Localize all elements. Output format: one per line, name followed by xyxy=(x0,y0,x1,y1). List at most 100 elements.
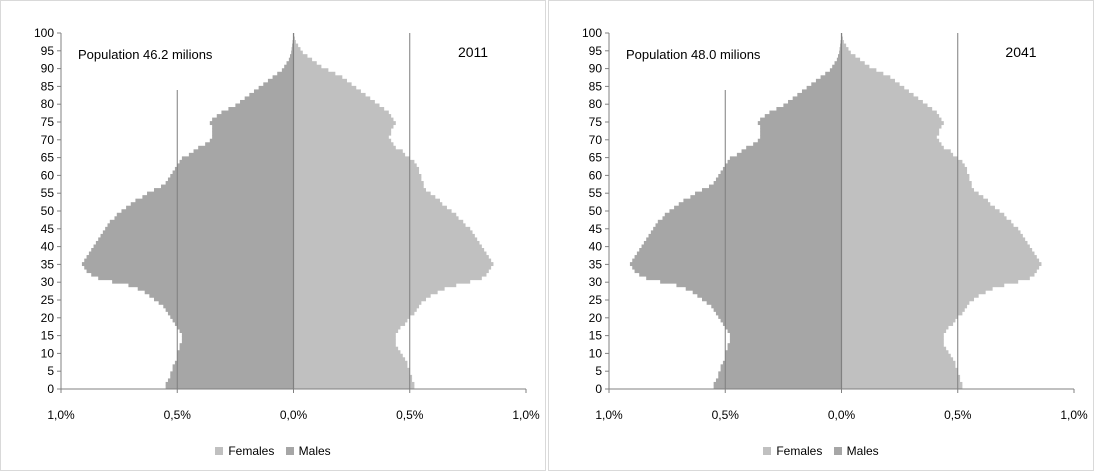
bar-male-age-62 xyxy=(722,166,842,171)
bar-female-age-21 xyxy=(841,311,963,316)
bar-female-age-88 xyxy=(293,75,343,80)
bar-female-age-77 xyxy=(293,114,392,118)
bar-female-age-29 xyxy=(841,283,1005,288)
bar-male-age-61 xyxy=(720,170,842,175)
bar-male-age-41 xyxy=(95,240,294,245)
bar-male-age-17 xyxy=(725,325,842,330)
y-tick-label-80: 80 xyxy=(41,97,55,111)
bar-female-age-95 xyxy=(841,50,851,55)
bar-male-age-82 xyxy=(244,96,294,101)
bar-female-age-85 xyxy=(293,85,357,90)
bar-male-age-49 xyxy=(664,212,842,217)
bar-male-age-22 xyxy=(713,307,842,312)
bar-female-age-80 xyxy=(841,103,928,108)
bar-female-age-13 xyxy=(293,339,396,344)
bar-female-age-5 xyxy=(293,367,410,372)
bar-male-age-21 xyxy=(167,311,294,316)
bar-female-age-7 xyxy=(293,360,408,365)
bar-male-age-78 xyxy=(221,110,294,115)
bar-female-age-18 xyxy=(293,322,406,326)
bar-female-age-64 xyxy=(293,159,415,164)
bar-male-age-68 xyxy=(198,145,294,150)
bar-male-age-57 xyxy=(160,184,294,189)
bar-female-age-23 xyxy=(293,304,420,309)
bar-female-age-19 xyxy=(293,318,408,323)
bar-female-age-71 xyxy=(293,135,389,140)
bar-female-age-75 xyxy=(841,121,944,126)
bar-female-age-53 xyxy=(293,198,440,203)
y-tick-label-70: 70 xyxy=(41,133,55,147)
population-annotation: Population 48.0 milions xyxy=(626,47,761,62)
bar-male-age-73 xyxy=(212,128,294,133)
bar-female-age-50 xyxy=(841,209,1000,214)
pyramid-chart-2011: 0 5 10 15 20 25 30 35 40 45 50 55 60 65 70 75 80 85 90 95 10… xyxy=(34,26,540,422)
bar-male-age-12 xyxy=(179,343,294,348)
bar-male-age-74 xyxy=(760,124,842,129)
y-tick-label-45: 45 xyxy=(589,222,603,236)
bar-female-age-27 xyxy=(841,290,986,295)
bar-male-age-36 xyxy=(632,258,842,263)
bar-male-age-34 xyxy=(632,265,842,270)
bar-male-age-10 xyxy=(177,350,294,355)
bar-male-age-6 xyxy=(172,364,294,369)
bar-male-age-84 xyxy=(801,89,842,94)
bar-female-age-6 xyxy=(841,364,956,369)
bar-male-age-94 xyxy=(838,54,842,59)
bar-male-age-14 xyxy=(729,336,842,341)
bar-female-age-17 xyxy=(841,325,949,330)
bar-female-age-2 xyxy=(293,378,413,383)
y-tick-label-85: 85 xyxy=(589,79,603,93)
bar-male-age-86 xyxy=(811,82,842,87)
bar-female-age-1 xyxy=(841,381,963,386)
bar-female-age-79 xyxy=(841,107,933,111)
bar-female-age-11 xyxy=(841,346,947,351)
bar-female-age-36 xyxy=(293,258,492,263)
bar-female-age-51 xyxy=(841,205,995,210)
bar-male-age-50 xyxy=(121,209,294,214)
bar-male-age-67 xyxy=(741,149,842,154)
y-tick-label-15: 15 xyxy=(589,329,603,343)
bar-male-age-41 xyxy=(643,240,842,245)
bar-female-age-12 xyxy=(841,343,944,348)
bar-female-age-0 xyxy=(293,385,415,390)
bar-male-age-80 xyxy=(235,103,294,108)
year-label: 2011 xyxy=(458,44,488,60)
y-tick-label-85: 85 xyxy=(41,79,55,93)
bar-male-age-68 xyxy=(746,145,842,150)
bar-female-age-82 xyxy=(293,96,371,101)
bar-female-age-12 xyxy=(293,343,396,348)
x-tick-label-4: 1,0% xyxy=(1060,408,1088,422)
bar-female-age-24 xyxy=(841,300,970,305)
bar-male-age-30 xyxy=(660,279,842,284)
x-tick-label-3: 0,5% xyxy=(396,408,424,422)
bar-female-age-48 xyxy=(293,216,459,221)
bar-male-age-53 xyxy=(683,198,842,203)
bar-female-age-31 xyxy=(841,276,1030,281)
bar-male-age-76 xyxy=(760,117,842,122)
bar-male-age-52 xyxy=(130,202,294,207)
bar-female-age-53 xyxy=(841,198,988,203)
bar-male-age-88 xyxy=(272,75,294,80)
bar-male-age-66 xyxy=(736,152,842,157)
bar-male-age-45 xyxy=(653,226,842,231)
bar-male-age-4 xyxy=(170,371,294,376)
bar-female-age-57 xyxy=(293,184,424,189)
bar-female-age-58 xyxy=(293,181,424,185)
bar-female-age-62 xyxy=(841,166,968,171)
bar-male-age-79 xyxy=(228,107,294,111)
bar-male-age-75 xyxy=(209,121,294,126)
bar-male-age-28 xyxy=(137,286,294,291)
bar-male-age-81 xyxy=(788,99,842,104)
bar-female-age-90 xyxy=(293,68,329,73)
bar-female-age-73 xyxy=(293,128,392,133)
bar-female-age-4 xyxy=(293,371,410,376)
bar-male-age-55 xyxy=(695,191,842,196)
bar-male-age-40 xyxy=(641,244,842,249)
bar-male-age-14 xyxy=(181,336,294,341)
bar-male-age-26 xyxy=(149,293,294,298)
legend-swatch-males xyxy=(833,447,842,455)
bar-male-age-63 xyxy=(725,163,842,168)
bar-male-age-83 xyxy=(797,92,842,97)
bar-male-age-3 xyxy=(170,374,294,379)
bar-male-age-96 xyxy=(839,47,842,52)
